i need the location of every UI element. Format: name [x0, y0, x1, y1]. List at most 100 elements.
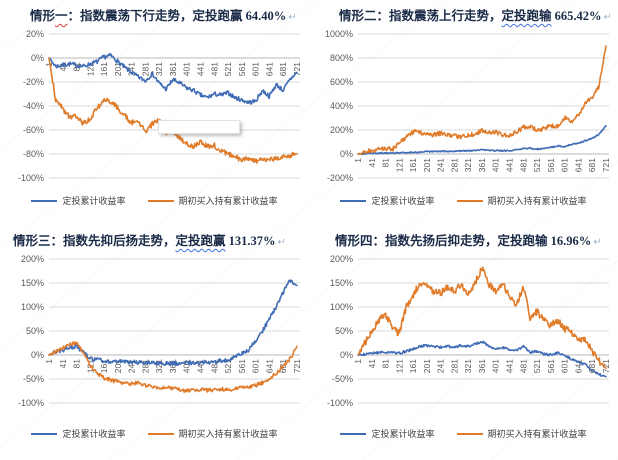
- title-segment: 665.42%: [551, 9, 602, 23]
- x-axis-tick-label: 201: [422, 158, 432, 172]
- x-axis-tick-label: 1: [44, 359, 54, 364]
- x-axis-tick-label: 81: [381, 158, 391, 168]
- chart-panel-scenario-2: 情形二：指数震荡上行走势，定投跑输 665.42% ↵ 1000% 800% 600% 4…: [309, 0, 618, 225]
- legend-label: 期初买入持有累计收益率: [487, 429, 587, 439]
- chart-legend: 定投累计收益率 期初买入持有累计收益率: [309, 194, 618, 207]
- x-axis-tick-label: 41: [58, 359, 68, 369]
- x-axis-tick-label: 321: [154, 62, 164, 76]
- chart-legend: 定投累计收益率 期初买入持有累计收益率: [0, 427, 309, 440]
- x-axis-tick-label: 681: [587, 158, 597, 172]
- x-axis-tick-label: 561: [546, 158, 556, 172]
- x-axis-tick-label: 681: [587, 359, 597, 373]
- y-axis-tick-label: -50%: [23, 374, 44, 384]
- x-axis-tick-label: 1: [44, 62, 54, 67]
- y-axis-tick-label: 50%: [26, 326, 44, 336]
- x-axis-tick-label: 281: [140, 359, 150, 373]
- x-axis-tick-label: 401: [182, 359, 192, 373]
- x-axis-tick-label: 361: [477, 359, 487, 373]
- title-segment: 定投跑输: [501, 9, 552, 23]
- y-axis-tick-label: 20%: [26, 29, 44, 39]
- x-axis-tick-label: 241: [127, 62, 137, 76]
- dca-return-line: [48, 279, 298, 366]
- title-segment: 131.37%: [225, 234, 276, 248]
- x-axis-tick-label: 601: [560, 359, 570, 373]
- y-axis-tick-label: -100%: [327, 398, 353, 408]
- y-axis-tick-label: 100%: [330, 302, 353, 312]
- legend-label: 定投累计收益率: [62, 196, 126, 206]
- x-axis-tick-label: 41: [367, 158, 377, 168]
- x-axis-tick-label: 121: [85, 62, 95, 76]
- y-axis-tick-label: 0%: [340, 350, 353, 360]
- x-axis-tick-label: 721: [292, 62, 302, 76]
- legend-label: 期初买入持有累计收益率: [178, 429, 278, 439]
- title-segment: 情形二：指数震荡上行走势，: [339, 9, 502, 23]
- x-axis-tick-label: 721: [292, 359, 302, 373]
- y-axis-tick-label: 0%: [340, 149, 353, 159]
- x-axis-tick-labels: 1 41 81 121 161 201 241 281 321 361 401 441 481 521 56…: [353, 158, 611, 172]
- title-segment: 情形三：指数先抑后扬走势，: [13, 234, 176, 248]
- x-axis-tick-label: 281: [140, 62, 150, 76]
- title-segment: 情形: [30, 9, 56, 23]
- chart-legend: 定投累计收益率 期初买入持有累计收益率: [309, 427, 618, 440]
- y-axis-tick-label: -80%: [23, 149, 44, 159]
- y-axis-tick-label: 0%: [31, 350, 44, 360]
- x-axis-tick-label: 281: [449, 158, 459, 172]
- x-axis-tick-label: 401: [182, 62, 192, 76]
- x-axis-tick-label: 401: [491, 359, 501, 373]
- x-axis-tick-label: 401: [491, 158, 501, 172]
- y-axis-tick-label: -50%: [332, 374, 353, 384]
- y-axis-tick-label: 100%: [21, 302, 44, 312]
- title-segment: 情形四：指数先扬后抑走势，定投跑输 16.96%: [335, 234, 592, 248]
- y-axis-tick-label: -40%: [23, 101, 44, 111]
- legend-line-swatch: [31, 199, 58, 202]
- x-axis-tick-label: 481: [209, 359, 219, 373]
- y-axis-tick-label: 50%: [335, 326, 353, 336]
- legend-line-swatch: [340, 199, 367, 202]
- x-axis-tick-label: 121: [394, 158, 404, 172]
- chart-title: 情形一：指数震荡下行走势，定投跑赢 64.40% ↵: [0, 6, 309, 28]
- buy-hold-return-line: [357, 45, 607, 155]
- x-axis-tick-label: 201: [113, 359, 123, 373]
- gridlines: [358, 33, 609, 179]
- legend-line-swatch: [147, 432, 174, 435]
- x-axis-tick-label: 81: [72, 359, 82, 369]
- title-segment: ：指数震荡下行走势，定投跑赢: [67, 9, 246, 23]
- legend-item-buy-hold: 期初买入持有累计收益率: [456, 194, 587, 207]
- legend-label: 定投累计收益率: [62, 429, 126, 439]
- chart-title: 情形二：指数震荡上行走势，定投跑输 665.42% ↵: [309, 6, 618, 28]
- x-axis-tick-label: 281: [449, 359, 459, 373]
- title-segment: 定投跑赢: [175, 234, 226, 248]
- legend-label: 定投累计收益率: [371, 429, 435, 439]
- x-axis-tick-label: 161: [99, 62, 109, 76]
- x-axis-tick-label: 521: [532, 359, 542, 373]
- y-axis-tick-label: -20%: [23, 77, 44, 87]
- x-axis-tick-label: 201: [422, 359, 432, 373]
- y-axis-tick-label: -200%: [327, 173, 353, 183]
- x-axis-tick-label: 721: [601, 359, 611, 373]
- legend-item-dca: 定投累计收益率: [31, 427, 126, 440]
- x-axis-tick-label: 161: [99, 359, 109, 373]
- y-axis-tick-label: -100%: [18, 173, 44, 183]
- y-axis-tick-label: -100%: [18, 398, 44, 408]
- x-axis-tick-label: 601: [560, 158, 570, 172]
- legend-label: 期初买入持有累计收益率: [487, 196, 587, 206]
- legend-label: 期初买入持有累计收益率: [178, 196, 278, 206]
- scenario-1-line-chart: 20%0%-20%-40%-60%-80%-100%1 41 81 121 161 201…: [18, 29, 302, 183]
- x-axis-tick-label: 441: [504, 359, 514, 373]
- buy-hold-return-line: [357, 266, 607, 370]
- gridlines: [49, 33, 300, 179]
- legend-label: 定投累计收益率: [371, 196, 435, 206]
- paragraph-return-mark: ↵: [603, 12, 612, 23]
- x-axis-tick-label: 241: [127, 359, 137, 373]
- buy-hold-return-line: [48, 341, 298, 393]
- x-axis-tick-label: 441: [504, 158, 514, 172]
- legend-line-swatch: [147, 199, 174, 202]
- x-axis-tick-label: 321: [463, 359, 473, 373]
- dca-return-line: [357, 340, 607, 378]
- scenario-2-line-chart: 1000% 800% 600% 400% 200% 0% -200% 1 41 81 121 161 2…: [325, 29, 611, 183]
- x-axis-tick-label: 441: [195, 62, 205, 76]
- x-axis-tick-label: 561: [237, 62, 247, 76]
- x-axis-tick-label: 601: [251, 359, 261, 373]
- legend-item-dca: 定投累计收益率: [340, 194, 435, 207]
- legend-item-buy-hold: 期初买入持有累计收益率: [456, 427, 587, 440]
